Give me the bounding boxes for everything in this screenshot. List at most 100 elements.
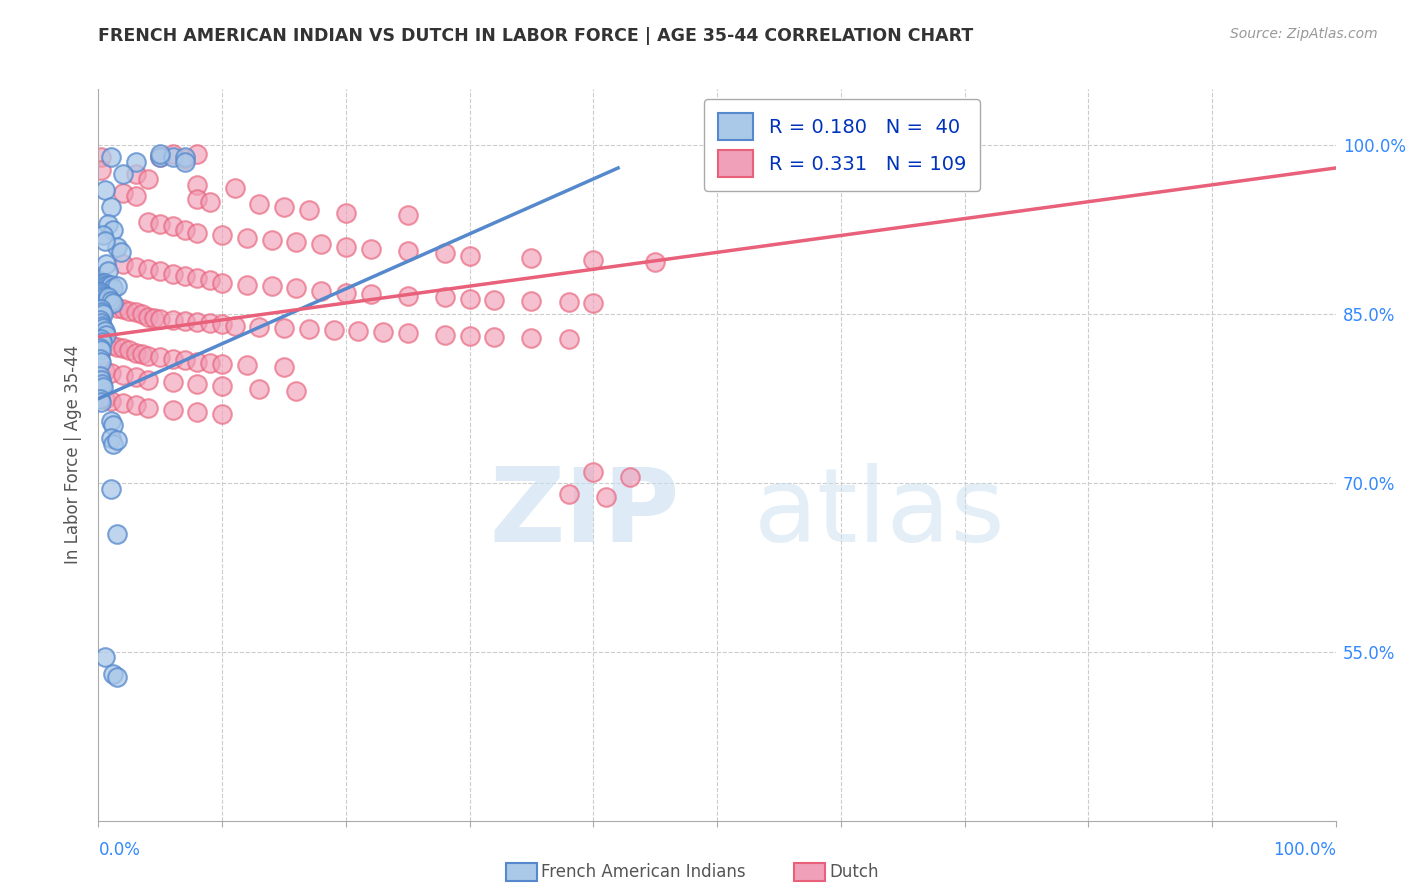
Point	[322, 323, 344, 337]
Point	[94, 293, 117, 307]
Point	[93, 289, 115, 303]
Point	[93, 380, 115, 394]
Point	[136, 401, 159, 415]
Point	[93, 184, 115, 198]
Point	[143, 310, 166, 325]
Point	[273, 200, 295, 214]
Point	[582, 253, 605, 268]
Point	[595, 490, 617, 504]
Point	[149, 264, 172, 278]
Point	[90, 332, 112, 346]
Text: 0.0%: 0.0%	[98, 841, 141, 859]
Point	[520, 251, 543, 265]
Point	[174, 152, 197, 166]
Point	[100, 393, 122, 408]
Point	[136, 215, 159, 229]
Point	[124, 260, 146, 274]
Point	[520, 331, 543, 345]
Point	[162, 352, 184, 367]
Point	[149, 150, 172, 164]
Point	[90, 285, 112, 299]
Point	[103, 281, 125, 295]
Point	[186, 354, 208, 368]
Point	[396, 208, 419, 222]
Point	[174, 353, 197, 368]
Point	[89, 369, 111, 384]
Point	[186, 377, 208, 392]
Point	[97, 290, 120, 304]
Point	[124, 398, 146, 412]
Point	[162, 147, 184, 161]
Point	[93, 363, 115, 377]
Point	[174, 314, 197, 328]
Point	[211, 379, 233, 393]
Point	[90, 163, 112, 178]
Point	[433, 246, 456, 260]
Point	[90, 354, 112, 368]
Point	[105, 279, 128, 293]
Point	[91, 305, 114, 319]
Point	[298, 202, 321, 217]
Point	[118, 343, 141, 358]
Point	[335, 240, 357, 254]
Point	[131, 346, 153, 360]
Point	[247, 197, 270, 211]
Point	[186, 405, 208, 419]
Point	[211, 228, 233, 243]
Text: French American Indians: French American Indians	[541, 863, 747, 881]
Point	[371, 325, 394, 339]
Point	[433, 290, 456, 304]
Point	[557, 294, 579, 309]
Point	[97, 217, 120, 231]
Point	[94, 278, 117, 293]
Point	[273, 320, 295, 334]
Point	[124, 305, 146, 319]
Point	[247, 319, 270, 334]
Point	[93, 228, 115, 243]
Text: FRENCH AMERICAN INDIAN VS DUTCH IN LABOR FORCE | AGE 35-44 CORRELATION CHART: FRENCH AMERICAN INDIAN VS DUTCH IN LABOR…	[98, 27, 974, 45]
Point	[335, 206, 357, 220]
Point	[96, 279, 118, 293]
Point	[186, 178, 208, 192]
Point	[94, 327, 117, 342]
Point	[124, 167, 146, 181]
Point	[105, 340, 128, 354]
Point	[186, 193, 208, 207]
Point	[90, 301, 112, 316]
Point	[136, 262, 159, 277]
Point	[105, 526, 128, 541]
Point	[103, 667, 125, 681]
Point	[174, 223, 197, 237]
Text: Source: ZipAtlas.com: Source: ZipAtlas.com	[1230, 27, 1378, 41]
Point	[93, 234, 115, 248]
Point	[105, 670, 128, 684]
Point	[619, 470, 641, 484]
Point	[186, 315, 208, 329]
Point	[97, 264, 120, 278]
Point	[285, 235, 308, 250]
Point	[90, 150, 112, 164]
Point	[100, 150, 122, 164]
Text: ZIP: ZIP	[489, 463, 681, 564]
Point	[458, 292, 481, 306]
Point	[93, 650, 115, 665]
Point	[396, 326, 419, 341]
Point	[91, 335, 114, 350]
Point	[100, 337, 122, 351]
Point	[149, 217, 172, 231]
Point	[347, 324, 370, 338]
Point	[260, 279, 283, 293]
Point	[186, 226, 208, 240]
Point	[124, 155, 146, 169]
Point	[93, 276, 115, 290]
Point	[89, 313, 111, 327]
Point	[93, 279, 115, 293]
Point	[224, 318, 246, 333]
Point	[136, 172, 159, 186]
Point	[298, 322, 321, 336]
Point	[124, 189, 146, 203]
Point	[90, 316, 112, 330]
Point	[124, 370, 146, 384]
Y-axis label: In Labor Force | Age 35-44: In Labor Force | Age 35-44	[65, 345, 83, 565]
Point	[247, 382, 270, 396]
